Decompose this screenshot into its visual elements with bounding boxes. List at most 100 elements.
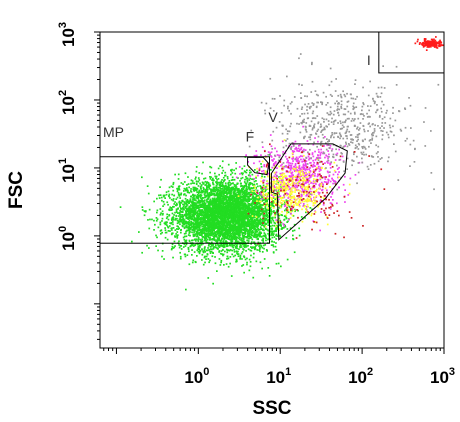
data-point [214,256,216,258]
data-point [236,195,239,198]
data-point [169,209,171,212]
data-point [190,211,193,214]
data-point [235,195,237,197]
data-point [270,204,272,207]
data-point [199,213,202,216]
data-point [292,230,294,232]
data-point [216,208,218,210]
data-point [209,201,212,204]
data-point [224,192,227,194]
data-point [265,237,267,239]
data-point [180,231,182,234]
data-point [193,231,195,234]
data-point [261,251,264,253]
data-point [190,221,193,223]
data-point [255,260,258,263]
data-point [230,199,232,202]
data-point [189,209,192,212]
data-point [206,212,209,215]
data-point [259,261,262,264]
data-point [192,245,195,247]
data-point [223,202,225,205]
data-point [254,243,256,245]
data-point [157,249,159,252]
data-point [196,191,198,194]
data-point [187,218,190,220]
data-point [194,221,197,224]
data-point [231,176,234,179]
data-point [240,211,243,213]
data-point [197,177,200,179]
data-point [171,227,173,229]
data-point [219,187,222,190]
data-point [278,193,280,196]
data-point [248,232,250,235]
data-point [194,202,197,205]
data-point [253,226,256,229]
data-point [209,232,212,235]
data-point [259,214,261,217]
data-point [214,186,217,189]
data-point [262,239,265,242]
data-point [229,262,231,265]
data-point [275,242,277,244]
data-point [209,219,212,222]
data-point [207,236,210,239]
data-point [206,253,209,255]
data-point [269,207,271,209]
data-point [273,230,275,233]
data-point [258,193,261,196]
data-point [224,217,227,220]
data-point [189,214,192,217]
data-point [261,200,264,202]
data-point [203,177,205,180]
data-point [253,189,256,192]
data-point [241,239,243,241]
data-point [267,205,270,208]
data-point [200,221,203,224]
data-point [180,245,182,247]
data-point [259,223,262,226]
data-point [220,232,223,235]
data-point [243,211,245,214]
data-point [234,194,236,197]
data-point [273,211,275,214]
data-point [188,210,191,212]
data-point [208,215,210,218]
data-point [242,172,244,175]
data-point [198,252,201,255]
data-point [215,181,217,183]
data-point [228,195,231,198]
data-point [224,195,227,198]
data-point [208,233,211,235]
data-point [228,213,231,216]
data-point [217,231,220,234]
data-point [241,232,244,234]
data-point [190,208,192,210]
data-point [241,193,244,196]
data-point [275,211,277,214]
data-point [190,224,193,226]
data-point [258,206,260,209]
data-point [258,233,260,235]
data-point [199,229,201,231]
data-point [175,202,178,205]
data-point [183,181,186,183]
data-point [173,194,176,197]
data-point [199,217,202,220]
data-point [222,208,224,210]
data-point [227,197,230,199]
data-point [200,230,202,233]
data-point [214,190,216,193]
data-point [172,183,175,186]
data-point [248,224,251,226]
data-point [184,202,186,204]
data-point [192,213,195,216]
data-point [243,196,245,199]
data-point [241,219,244,222]
data-point [228,244,231,246]
data-point [192,235,195,238]
data-point [253,187,255,189]
data-point [216,186,218,189]
data-point [219,189,222,192]
